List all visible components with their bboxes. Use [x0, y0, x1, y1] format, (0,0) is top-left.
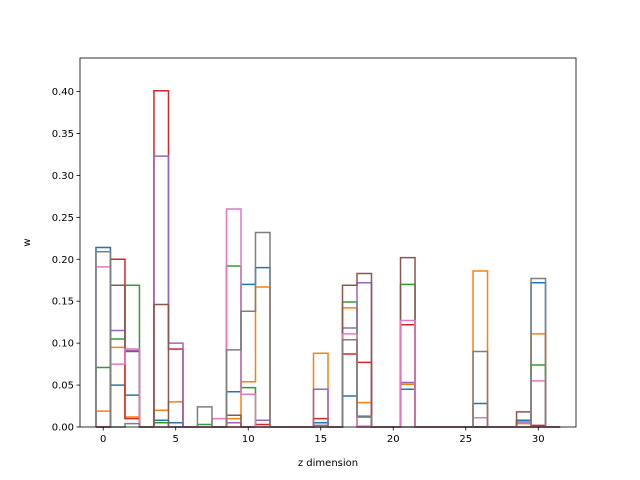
- y-tick-label: 0.10: [52, 339, 74, 350]
- y-tick-label: 0.20: [52, 255, 74, 266]
- y-tick-label: 0.05: [52, 381, 74, 392]
- y-tick-label: 0.15: [52, 297, 74, 308]
- histogram-series-2: [95, 270, 561, 428]
- x-tick-label: 10: [242, 434, 255, 445]
- histogram-series-1: [95, 246, 561, 428]
- x-tick-label: 25: [459, 434, 472, 445]
- x-axis: 0 5 10 15 20 25 30: [100, 427, 545, 445]
- x-tick-label: 20: [387, 434, 400, 445]
- x-tick-label: 5: [173, 434, 179, 445]
- y-tick-label: 0.30: [52, 171, 74, 182]
- y-tick-label: 0.35: [52, 129, 74, 140]
- x-tick-label: 0: [100, 434, 106, 445]
- y-tick-label: 0.25: [52, 213, 74, 224]
- x-tick-label: 30: [532, 434, 545, 445]
- y-tick-label: 0.00: [52, 423, 74, 434]
- x-axis-label: z dimension: [298, 458, 358, 469]
- y-tick-label: 0.40: [52, 87, 74, 98]
- y-axis-label: w: [22, 238, 33, 246]
- axes-frame: [79, 57, 577, 428]
- y-axis: 0.00 0.05 0.10 0.15 0.20 0.25 0.30 0.35 0.40: [52, 87, 80, 434]
- x-tick-label: 15: [314, 434, 327, 445]
